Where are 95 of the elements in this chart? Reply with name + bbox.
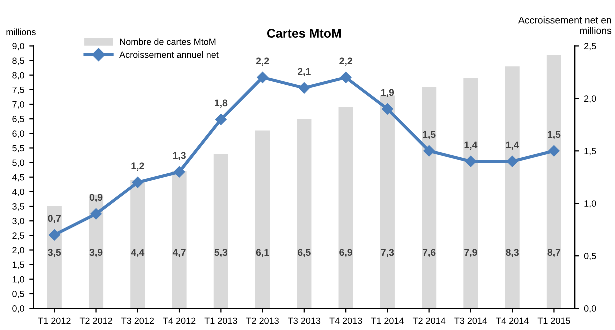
y-tick-label: 7,0 [12, 101, 24, 109]
data-label: 6,1 [256, 249, 270, 258]
data-label: 2,1 [298, 68, 311, 77]
data-label: 3,9 [90, 249, 103, 258]
data-label: 7,9 [464, 249, 478, 258]
data-label: 1,5 [548, 131, 561, 140]
bar [297, 119, 312, 309]
bar [380, 96, 395, 309]
data-label: 3,5 [48, 249, 62, 258]
data-label: 6,5 [298, 249, 311, 258]
bar [172, 172, 187, 309]
point [382, 104, 394, 115]
point [132, 177, 144, 188]
data-label: 8,7 [548, 249, 561, 258]
y-tick-label: 8,0 [12, 72, 24, 80]
bar [464, 78, 478, 309]
data-label: 0,9 [90, 194, 103, 202]
data-label: 5,3 [214, 249, 228, 258]
point [49, 229, 60, 241]
x-tick-label: T2 2012 [80, 318, 112, 324]
bar [505, 66, 520, 309]
y2-axis-title: Accroissement net en millions [518, 16, 612, 34]
data-label: 1,4 [506, 142, 520, 150]
x-tick-label: T2 2013 [246, 318, 279, 324]
y2-tick-label: 0,5 [584, 253, 596, 261]
data-label: 2,2 [256, 58, 270, 66]
y-tick-label: 7,5 [12, 86, 24, 94]
data-label: 1,8 [215, 100, 228, 108]
bar [88, 194, 104, 309]
data-label: 6,9 [340, 249, 352, 258]
y-tick-label: 3,5 [12, 203, 24, 211]
x-tick-label: T1 2015 [538, 318, 570, 324]
point [424, 146, 435, 157]
x-tick-label: T1 2013 [204, 318, 238, 324]
y-tick-label: 2,0 [12, 247, 24, 255]
y-tick-label: 8,5 [12, 58, 24, 66]
x-tick-label: T4 2014 [496, 318, 529, 324]
y-tick-label: 3,0 [12, 218, 24, 226]
x-tick-label: T3 2014 [454, 318, 488, 324]
x-tick-label: T2 2014 [412, 318, 446, 324]
y2-tick-label: 1,0 [584, 200, 596, 208]
y-tick-label: 0,5 [12, 290, 24, 298]
data-label: 1,3 [173, 152, 186, 161]
y-tick-label: 4,0 [12, 188, 24, 196]
bar [256, 130, 270, 309]
legend-label: Acroissement annuel net [120, 52, 219, 58]
bar [422, 87, 437, 309]
data-label: 4,7 [172, 249, 186, 258]
bar [546, 54, 562, 309]
y2-tick-label: 0,0 [584, 306, 596, 313]
x-tick-label: T3 2013 [288, 318, 321, 324]
y-tick-label: 5,5 [12, 145, 24, 153]
x-tick-label: T1 2012 [38, 318, 71, 324]
x-tick-label: T1 2014 [371, 318, 404, 324]
y-tick-label: 5,0 [12, 160, 24, 168]
data-label: 8,3 [506, 249, 519, 258]
point [90, 208, 102, 220]
y-tick-label: 1,5 [12, 262, 24, 270]
point [506, 156, 518, 168]
point [216, 114, 227, 126]
y2-tick-label: 2,5 [584, 43, 596, 51]
point [548, 146, 560, 157]
data-label: 1,4 [464, 142, 478, 150]
y-tick-label: 6,5 [12, 116, 24, 124]
point [340, 72, 352, 84]
bar [47, 206, 62, 309]
y2-tick-label: 1,5 [584, 148, 596, 156]
y-tick-label: 4,5 [12, 174, 24, 182]
y-tick-label: 9,0 [12, 43, 24, 51]
point [174, 166, 186, 178]
y-tick-label: 6,0 [12, 130, 24, 138]
data-label: 1,2 [132, 162, 144, 171]
y-tick-label: 2,5 [12, 232, 24, 240]
bar [130, 180, 146, 309]
data-label: 7,3 [381, 249, 394, 258]
chart-title: Cartes MtoM [267, 29, 342, 38]
y-tick-label: 0,0 [12, 306, 24, 313]
data-label: 1,9 [382, 89, 394, 98]
data-label: 1,5 [423, 131, 436, 140]
y-tick-label: 1,0 [12, 276, 24, 284]
legend-label: Nombre de cartes MtoM [120, 38, 216, 46]
y-axis-title: millions [6, 28, 36, 36]
point [465, 156, 477, 168]
point [298, 82, 310, 94]
bar [214, 154, 228, 309]
x-tick-label: T3 2012 [122, 318, 154, 324]
data-label: 4,4 [131, 249, 145, 258]
x-tick-label: T4 2012 [163, 318, 196, 324]
x-tick-label: T4 2013 [330, 318, 362, 324]
bar [338, 107, 354, 309]
data-label: 0,7 [48, 215, 61, 224]
point [257, 72, 268, 84]
y2-tick-label: 2,0 [584, 96, 596, 104]
data-label: 7,6 [422, 249, 436, 258]
data-label: 2,2 [340, 58, 352, 66]
